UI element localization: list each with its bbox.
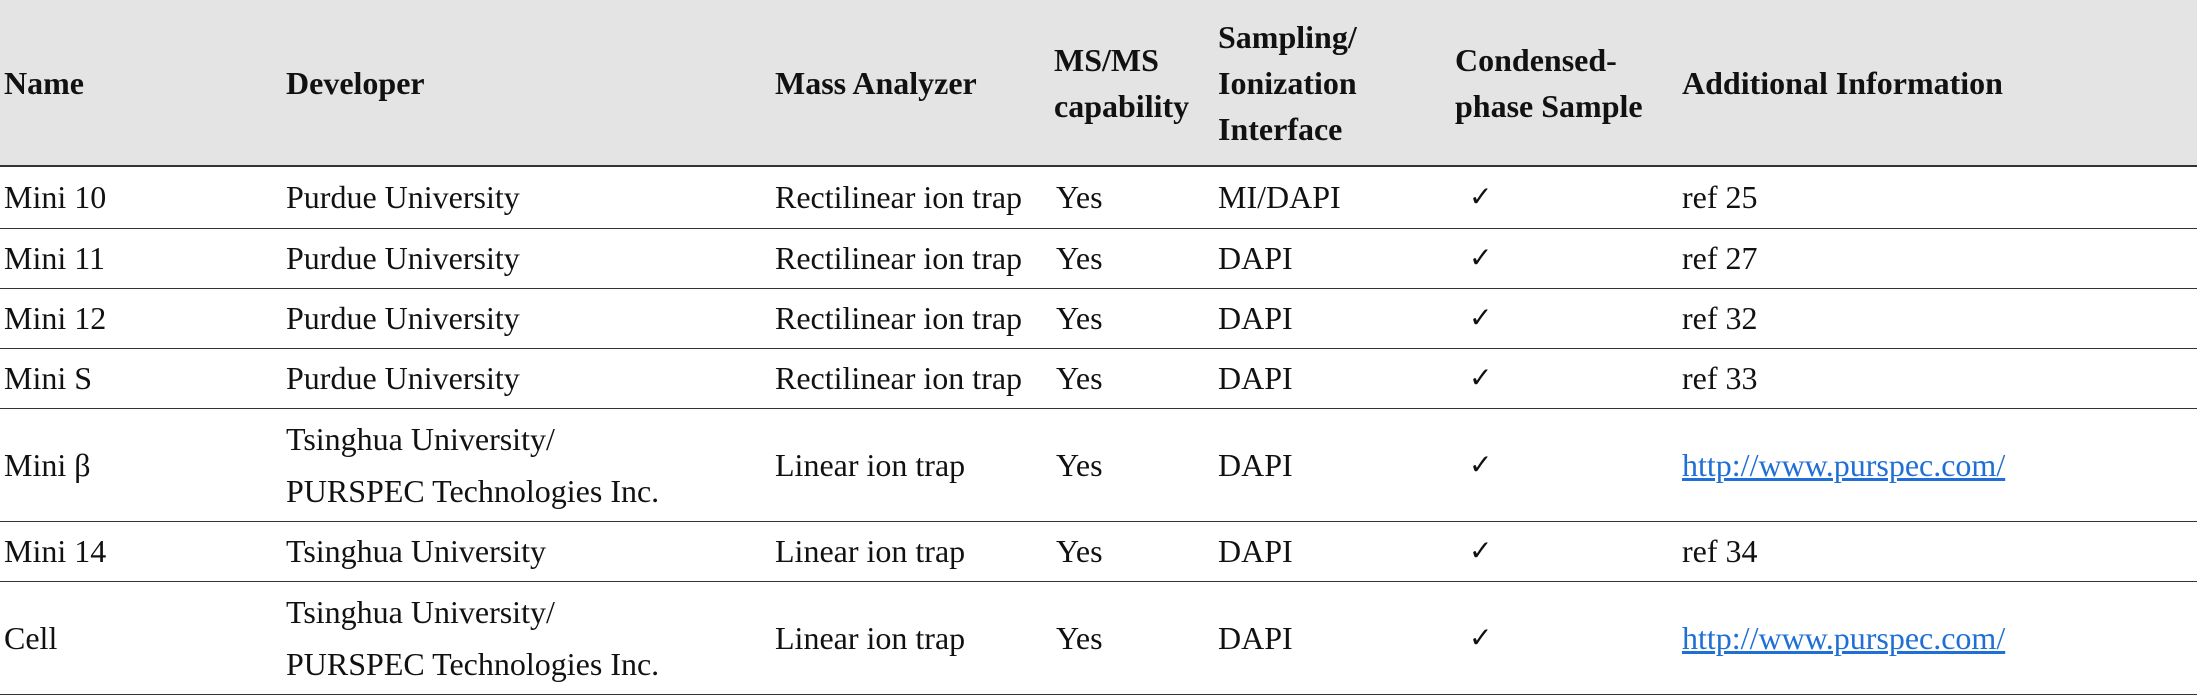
header-additional-info: Additional Information <box>1682 64 2003 101</box>
cell-name: Mini S <box>4 360 93 396</box>
cell-msms: Yes <box>1056 360 1103 396</box>
cell-interface: DAPI <box>1218 240 1293 276</box>
cell-msms: Yes <box>1056 446 1103 483</box>
check-mark-icon: ✓ <box>1469 534 1493 567</box>
cell-analyzer: Rectilinear ion trap <box>775 360 1023 396</box>
check-mark-icon: ✓ <box>1469 301 1493 334</box>
cell-name: Mini 11 <box>4 240 106 276</box>
cell-info: ref 27 <box>1682 240 1758 276</box>
table-row: Mini 10 Purdue University Rectilinear io… <box>0 166 2197 228</box>
cell-developer: Purdue University <box>282 288 771 348</box>
cell-developer: Purdue University <box>282 166 771 228</box>
cell-interface: DAPI <box>1218 533 1293 569</box>
table-header: Name Developer Mass Analyzer MS/MS capab… <box>0 0 2197 166</box>
developer-line: Tsinghua University/ <box>286 593 555 630</box>
header-developer: Developer <box>286 64 425 101</box>
header-name: Name <box>4 64 84 101</box>
cell-interface: DAPI <box>1218 619 1293 656</box>
developer-line: Purdue University <box>286 300 520 336</box>
cell-analyzer: Rectilinear ion trap <box>775 240 1023 276</box>
cell-info: ref 34 <box>1682 533 1758 569</box>
cell-developer: Purdue University <box>282 228 771 288</box>
cell-info: http://www.purspec.com/ <box>1678 581 2197 694</box>
header-sampling-interface: Sampling/ Ionization Interface <box>1218 18 1357 147</box>
table-row: Mini 12 Purdue University Rectilinear io… <box>0 288 2197 348</box>
table-row: Cell Tsinghua University/PURSPEC Technol… <box>0 581 2197 694</box>
cell-analyzer: Rectilinear ion trap <box>775 300 1023 336</box>
developer-line: Tsinghua University/ <box>286 420 555 457</box>
cell-name: Cell <box>4 619 58 656</box>
cell-interface: DAPI <box>1218 446 1293 483</box>
developer-line: PURSPEC Technologies Inc. <box>286 645 660 682</box>
cell-analyzer: Rectilinear ion trap <box>775 179 1023 216</box>
cell-msms: Yes <box>1056 619 1103 656</box>
cell-developer: Tsinghua University/PURSPEC Technologies… <box>282 581 771 694</box>
cell-name: Mini β <box>4 446 91 483</box>
cell-analyzer: Linear ion trap <box>775 446 966 483</box>
cell-name: Mini 12 <box>4 300 107 336</box>
check-mark-icon: ✓ <box>1469 620 1493 654</box>
header-mass-analyzer: Mass Analyzer <box>775 64 977 101</box>
cell-name: Mini 14 <box>4 533 107 569</box>
table-row: Mini 11 Purdue University Rectilinear io… <box>0 228 2197 288</box>
cell-developer: Tsinghua University <box>282 521 771 581</box>
table-row: Mini S Purdue University Rectilinear ion… <box>0 348 2197 408</box>
cell-info: ref 33 <box>1682 360 1758 396</box>
cell-msms: Yes <box>1056 179 1103 216</box>
table-body: Mini 10 Purdue University Rectilinear io… <box>0 166 2197 694</box>
developer-line: Tsinghua University <box>286 533 546 569</box>
table-row: Mini β Tsinghua University/PURSPEC Techn… <box>0 408 2197 521</box>
cell-analyzer: Linear ion trap <box>775 533 966 569</box>
header-row: Name Developer Mass Analyzer MS/MS capab… <box>0 0 2197 166</box>
developer-line: Purdue University <box>286 179 520 216</box>
purspec-link[interactable]: http://www.purspec.com/ <box>1682 446 2006 483</box>
check-mark-icon: ✓ <box>1469 361 1493 394</box>
cell-interface: MI/DAPI <box>1218 179 1341 216</box>
cell-info: http://www.purspec.com/ <box>1678 408 2197 521</box>
cell-info: ref 32 <box>1682 300 1758 336</box>
cell-info: ref 25 <box>1682 179 1758 216</box>
cell-msms: Yes <box>1056 533 1103 569</box>
cell-developer: Tsinghua University/PURSPEC Technologies… <box>282 408 771 521</box>
cell-msms: Yes <box>1056 300 1103 336</box>
developer-line: PURSPEC Technologies Inc. <box>286 472 660 509</box>
cell-name: Mini 10 <box>4 179 107 216</box>
cell-interface: DAPI <box>1218 360 1293 396</box>
header-condensed-phase: Condensed-phase Sample <box>1455 41 1643 124</box>
cell-interface: DAPI <box>1218 300 1293 336</box>
purspec-link[interactable]: http://www.purspec.com/ <box>1682 619 2006 656</box>
cell-analyzer: Linear ion trap <box>775 619 966 656</box>
cell-msms: Yes <box>1056 240 1103 276</box>
developer-line: Purdue University <box>286 360 520 396</box>
developer-line: Purdue University <box>286 240 520 276</box>
check-mark-icon: ✓ <box>1469 241 1493 274</box>
check-mark-icon: ✓ <box>1469 447 1493 481</box>
check-mark-icon: ✓ <box>1469 180 1493 214</box>
cell-developer: Purdue University <box>282 348 771 408</box>
header-msms-capability: MS/MS capability <box>1054 41 1190 124</box>
table-row: Mini 14 Tsinghua University Linear ion t… <box>0 521 2197 581</box>
